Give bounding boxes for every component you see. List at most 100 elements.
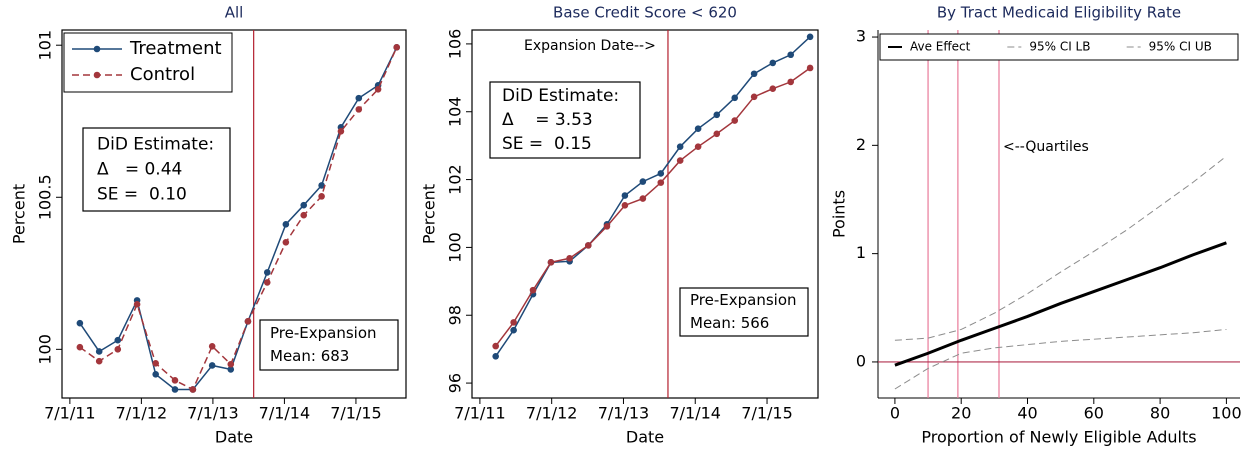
- data-point: [694, 143, 702, 150]
- data-point: [227, 366, 235, 373]
- x-tick-label: 7/1/12: [526, 404, 578, 423]
- x-tick-label: 80: [1150, 404, 1170, 423]
- data-point: [713, 111, 721, 119]
- data-point: [76, 343, 84, 351]
- x-tick-label: 7/1/14: [669, 404, 721, 423]
- legend-box: [879, 33, 1239, 61]
- data-point: [547, 259, 555, 266]
- data-point: [510, 326, 517, 334]
- y-tick-label: 100: [446, 232, 465, 263]
- series-line: [894, 328, 1227, 390]
- data-point: [731, 94, 739, 102]
- data-point: [657, 170, 665, 177]
- data-point: [731, 117, 739, 124]
- annotation-text: SE = 0.15: [502, 134, 592, 154]
- annotation-text: Mean: 566: [690, 314, 769, 332]
- data-point: [95, 348, 103, 355]
- annotation-text: <--Quartiles: [1003, 139, 1089, 155]
- x-tick-label: 60: [1084, 404, 1104, 423]
- series-line: [495, 67, 811, 347]
- y-tick-label: 0: [856, 351, 866, 370]
- legend-label: Ave Effect: [910, 40, 971, 54]
- annotation-text: Expansion Date-->: [524, 38, 656, 54]
- data-point: [510, 319, 517, 326]
- data-point: [244, 318, 252, 325]
- x-axis-title: Proportion of Newly Eligible Adults: [921, 428, 1196, 447]
- data-point: [337, 127, 345, 135]
- data-point: [208, 342, 216, 350]
- y-tick-label: 104: [446, 96, 465, 127]
- data-point: [171, 386, 179, 393]
- y-axis-title: Percent: [10, 184, 29, 244]
- y-tick-label: 101: [36, 30, 55, 61]
- legend-label: Control: [130, 64, 195, 85]
- panel-title: By Tract Medicaid Eligibility Rate: [937, 4, 1181, 22]
- series-line: [894, 241, 1227, 367]
- data-point: [208, 362, 216, 369]
- data-point: [657, 179, 665, 186]
- data-point: [152, 360, 159, 367]
- data-point: [492, 342, 499, 350]
- data-point: [189, 386, 197, 393]
- annotation-text: Pre-Expansion: [270, 324, 377, 342]
- annotation-text: Δ = 0.44: [97, 160, 182, 180]
- x-tick-label: 7/1/12: [116, 404, 168, 423]
- annotation-text: DiD Estimate:: [97, 135, 214, 155]
- data-point: [566, 254, 573, 262]
- data-point: [114, 336, 122, 344]
- data-point: [227, 360, 235, 368]
- data-point: [676, 157, 684, 164]
- series-line: [79, 47, 398, 391]
- data-point: [676, 143, 684, 150]
- legend-marker: [93, 45, 101, 53]
- panel-title: Base Credit Score < 620: [553, 4, 737, 22]
- data-point: [95, 357, 103, 365]
- legend-label: Treatment: [129, 38, 222, 59]
- data-point: [750, 93, 758, 101]
- data-point: [713, 130, 721, 138]
- y-tick-label: 3: [856, 27, 866, 46]
- data-point: [393, 44, 401, 51]
- x-axis-title: Date: [215, 428, 253, 447]
- annotation-text: Pre-Expansion: [690, 291, 797, 309]
- data-point: [282, 238, 290, 246]
- data-point: [114, 346, 122, 353]
- y-tick-label: 96: [446, 373, 465, 393]
- series-line: [894, 155, 1227, 341]
- x-tick-label: 7/1/11: [44, 404, 96, 423]
- data-point: [300, 211, 308, 219]
- data-point: [806, 33, 814, 41]
- data-point: [603, 223, 611, 230]
- plot-frame: [471, 29, 819, 399]
- data-point: [621, 202, 629, 209]
- data-point: [76, 319, 84, 327]
- x-tick-label: 0: [890, 404, 900, 423]
- data-point: [639, 178, 647, 185]
- annotation-text: DiD Estimate:: [502, 86, 619, 106]
- data-point: [152, 370, 159, 378]
- data-point: [300, 201, 308, 209]
- data-point: [133, 301, 141, 308]
- data-point: [806, 64, 814, 72]
- panel: All 7/1/11 7/1/12 7/1/13 7/1/14 7/1/15 100 100.…: [10, 4, 407, 447]
- legend-label: 95% CI UB: [1149, 40, 1212, 54]
- y-axis-title: Percent: [420, 184, 439, 244]
- x-tick-label: 20: [951, 404, 971, 423]
- data-point: [492, 352, 499, 360]
- data-point: [694, 125, 702, 132]
- data-point: [263, 279, 271, 286]
- y-tick-label: 102: [446, 164, 465, 195]
- data-point: [639, 195, 647, 202]
- x-tick-label: 7/1/15: [330, 404, 382, 423]
- x-tick-label: 7/1/13: [598, 404, 650, 423]
- x-tick-label: 40: [1017, 404, 1037, 423]
- x-tick-label: 7/1/14: [259, 404, 311, 423]
- data-point: [584, 242, 592, 249]
- data-point: [769, 59, 777, 67]
- data-point: [171, 377, 179, 384]
- y-tick-label: 1: [856, 243, 866, 262]
- annotation-text: Δ = 3.53: [502, 110, 593, 130]
- legend-box: [63, 32, 233, 93]
- data-point: [263, 269, 271, 276]
- y-tick-label: 106: [446, 29, 465, 60]
